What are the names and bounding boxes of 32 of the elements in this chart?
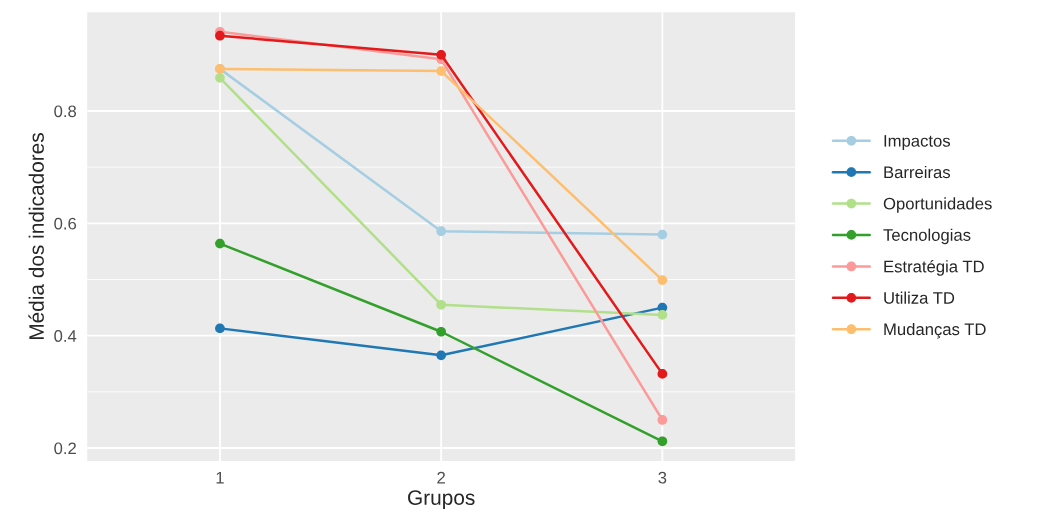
point [436,299,447,310]
point [215,30,225,41]
legend-label: Estratégia TD [884,260,984,276]
y-tick-label: 0.8 [54,105,77,118]
point [657,229,668,240]
x-tick-label: 1 [216,471,224,484]
y-tick-label: 0.2 [54,442,76,455]
point [657,275,668,285]
point [436,350,447,361]
legend-label: Tecnologias [883,228,971,245]
legend-label: Barreiras [884,165,951,179]
x-axis-title: Grupos [408,490,475,510]
point [657,369,668,379]
point [215,323,225,334]
y-tick-label: 0.6 [54,217,77,230]
point [657,310,668,320]
point [436,66,447,76]
y-tick-label: 0.4 [54,330,77,342]
y-axis-title: Média dos indicadores [28,133,44,340]
legend-label: Impactos [884,135,951,151]
legend-label: Utiliza TD [884,291,955,304]
point [436,226,447,237]
point [657,436,668,447]
legend-label: Mudanças TD [884,322,986,339]
point [436,326,447,337]
x-tick-label: 2 [437,471,445,484]
legend-label: Oportunidades [883,197,992,213]
point [215,238,225,249]
x-tick-label: 3 [658,471,667,484]
point [215,73,225,83]
point [657,415,668,425]
point [436,49,447,60]
